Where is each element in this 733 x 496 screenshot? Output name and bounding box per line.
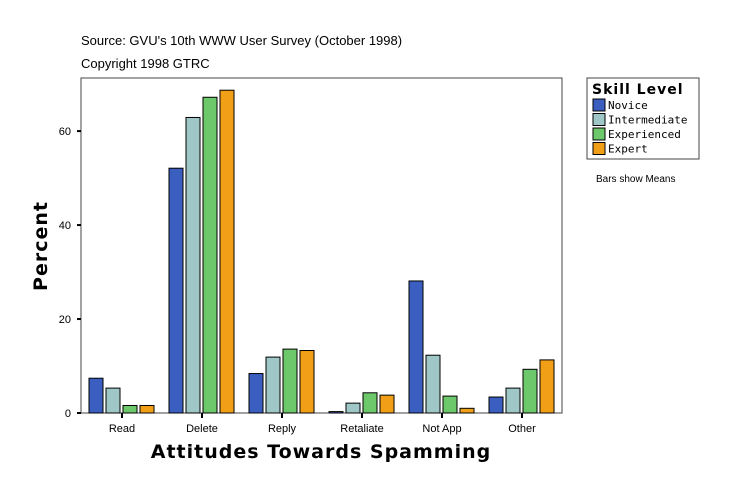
bar-novice-reply — [248, 373, 264, 414]
bar-novice-other — [488, 396, 504, 414]
bar-novice-delete — [168, 167, 184, 414]
copyright-line: Copyright 1998 GTRC — [81, 56, 210, 71]
bar-intermediate-delete — [185, 116, 201, 414]
bar-expert-read — [139, 404, 155, 414]
legend-swatch — [592, 127, 606, 141]
bar-expert-delete — [219, 89, 235, 414]
bar-novice-read — [88, 377, 104, 414]
x-tick-label: Read — [109, 423, 135, 435]
bar-novice-retaliate — [328, 411, 344, 414]
y-axis-title: Percent — [30, 201, 52, 291]
legend-swatch — [592, 113, 606, 126]
bar-experienced-delete — [202, 96, 218, 414]
x-tick-label: Retaliate — [340, 423, 383, 435]
x-tick-label: Delete — [186, 423, 218, 435]
bar-intermediate-not-app — [425, 354, 441, 414]
bar-expert-other — [539, 359, 555, 414]
bar-experienced-retaliate — [362, 392, 378, 414]
y-tick-label: 0 — [65, 408, 71, 420]
bar-experienced-reply — [282, 348, 298, 414]
legend-label: Intermediate — [608, 114, 687, 127]
legend-swatch — [592, 98, 606, 112]
means-note: Bars show Means — [596, 174, 675, 185]
bar-intermediate-other — [505, 387, 521, 414]
bar-novice-not-app — [408, 280, 424, 414]
y-tick-label: 40 — [59, 220, 71, 232]
bar-intermediate-retaliate — [345, 402, 361, 414]
bar-experienced-read — [122, 404, 138, 414]
x-axis-title: Attitudes Towards Spamming — [151, 441, 492, 463]
x-tick-label: Other — [508, 423, 536, 435]
legend-label: Expert — [608, 143, 648, 156]
plot-area — [80, 77, 563, 414]
bar-expert-reply — [299, 350, 315, 414]
legend-title: Skill Level — [592, 82, 684, 98]
source-line: Source: GVU's 10th WWW User Survey (Octo… — [81, 33, 402, 48]
legend-label: Experienced — [608, 128, 681, 141]
x-tick-label: Reply — [268, 423, 297, 435]
y-tick-label: 20 — [59, 314, 71, 326]
bar-experienced-other — [522, 368, 538, 414]
y-tick-label: 60 — [59, 126, 71, 138]
bar-intermediate-reply — [265, 356, 281, 414]
bar-expert-not-app — [459, 407, 475, 414]
bar-experienced-not-app — [442, 395, 458, 414]
legend: Skill Level Novice IntermediateExperience… — [586, 77, 700, 160]
legend-swatch — [592, 142, 606, 155]
legend-box — [586, 77, 700, 160]
legend-label: Novice — [608, 99, 648, 112]
bar-expert-retaliate — [379, 394, 395, 414]
bar-intermediate-read — [105, 387, 121, 414]
x-tick-label: Not App — [422, 423, 461, 435]
